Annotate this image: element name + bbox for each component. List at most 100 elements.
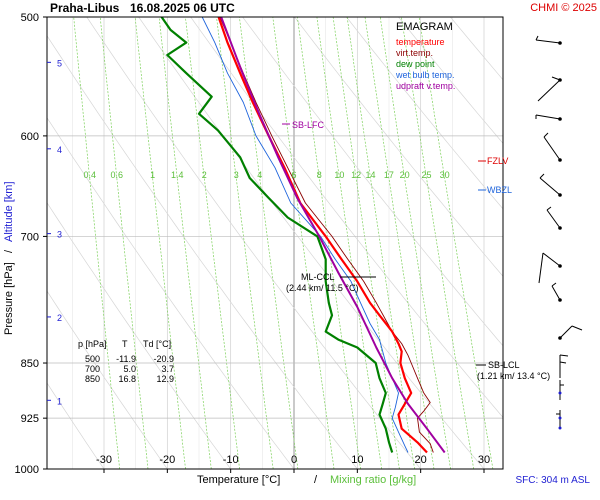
- x-tick-label: 10: [351, 454, 363, 466]
- table-cell: 500: [85, 354, 100, 364]
- x-tick-label: 30: [478, 454, 490, 466]
- mixing-ratio-line: [401, 17, 475, 469]
- wind-barb: [537, 76, 562, 102]
- wbzl-marker: WBZL: [478, 185, 512, 195]
- credit-label: CHMI © 2025: [530, 2, 597, 14]
- table-header-p: p [hPa]: [78, 339, 107, 349]
- wind-point: [558, 391, 562, 395]
- dry-adiabat-line: [501, 17, 503, 19]
- plot-frame: [46, 16, 504, 470]
- x-tick-label: 0: [291, 454, 297, 466]
- mixing-ratio-line: [73, 17, 120, 469]
- sb-lcl-detail: (1.21 km/ 13.4 °C): [477, 371, 550, 381]
- y-axis-title-sep: /: [3, 249, 15, 253]
- wbzl-label: WBZL: [487, 185, 512, 195]
- wind-barb: [551, 282, 562, 302]
- table-cell: -20.9: [153, 354, 174, 364]
- wind-barb: [559, 380, 564, 400]
- datetime-title: 16.08.2025 06 UTC: [130, 1, 235, 15]
- surface-elevation: SFC: 304 m ASL: [516, 475, 591, 486]
- fzlv-label: FZLV: [487, 156, 508, 166]
- legend-dew-point: dew point: [396, 59, 435, 69]
- table-cell: 850: [85, 374, 100, 384]
- y-axis-title-alt: Altitude [km]: [3, 181, 15, 242]
- dry-adiabat-line: [86, 17, 421, 469]
- mixing-ratio-line: [418, 17, 494, 469]
- mixing-ratio-line: [158, 17, 212, 469]
- mixing-ratio-label: 0.4: [83, 170, 96, 180]
- fzlv-marker: FZLV: [478, 156, 508, 166]
- wind-barb: [539, 173, 562, 197]
- mixing-ratio-label: 2: [202, 170, 207, 180]
- y-tick-label: 700: [21, 231, 39, 243]
- mixing-ratio-line: [272, 17, 335, 469]
- mixing-ratio-label: 10: [334, 170, 344, 180]
- x-tick-label: -30: [96, 454, 112, 466]
- dry-adiabat-line: [595, 4, 600, 469]
- wind-barb: [558, 325, 583, 340]
- mixing-ratio-line: [296, 17, 361, 469]
- plot-background: [47, 17, 503, 469]
- dry-adiabat-line: [47, 35, 358, 469]
- mixing-ratio-label: 1.4: [171, 170, 184, 180]
- mixing-ratio-label: 17: [384, 170, 394, 180]
- wind-barb-points: [558, 391, 562, 430]
- table-cell: -11.9: [116, 354, 136, 364]
- altitude-tick-label: 2: [57, 313, 62, 323]
- dew-point-profile: [160, 17, 394, 453]
- x-tick-label: -20: [159, 454, 175, 466]
- mixing-ratio-line: [134, 17, 186, 469]
- table-cell: 3.7: [161, 364, 174, 374]
- mixing-ratio-label: 1: [150, 170, 155, 180]
- chart-legend: EMAGRAM temperature virt.temp. dew point…: [395, 21, 455, 91]
- y-tick-label: 600: [21, 131, 39, 143]
- mixing-ratio-line: [379, 17, 451, 469]
- ml-ccl-detail: (2.44 km/ 11.5 °C): [286, 283, 358, 293]
- dry-adiabat-line: [294, 17, 503, 277]
- table-cell: 5.0: [123, 364, 136, 374]
- table-header-t: T: [122, 339, 128, 349]
- wind-barb: [543, 132, 562, 162]
- legend-title: EMAGRAM: [396, 21, 453, 33]
- dry-adiabat-line: [398, 17, 503, 144]
- y-tick-label: 925: [21, 413, 39, 425]
- table-cell: 12.9: [156, 374, 174, 384]
- wind-barb: [546, 206, 562, 230]
- mixing-ratio-label: 3: [234, 170, 239, 180]
- sb-lfc-marker: SB-LFC: [282, 120, 325, 130]
- mixing-ratio-line: [364, 17, 435, 469]
- wind-point: [558, 416, 562, 420]
- y-axis-title-pressure: Pressure [hPa]: [3, 262, 15, 335]
- mixing-ratio-label: 0.6: [111, 170, 124, 180]
- mixing-ratio-label: 25: [421, 170, 431, 180]
- ml-ccl-marker: ML-CCL (2.44 km/ 11.5 °C): [286, 272, 376, 293]
- legend-wet-bulb: wet bulb temp.: [395, 70, 455, 80]
- ml-ccl-label: ML-CCL: [301, 272, 335, 282]
- table-cell: 700: [85, 364, 100, 374]
- wet-bulb-profile: [201, 17, 409, 453]
- legend-virt-temp: virt.temp.: [396, 48, 433, 58]
- mixing-ratio-line: [185, 17, 240, 469]
- sb-lcl-marker: SB-LCL (1.21 km/ 13.4 °C): [476, 360, 550, 381]
- x-axis-title-temp: Temperature [°C]: [197, 474, 280, 486]
- mixing-ratio-label: 12: [351, 170, 361, 180]
- station-title: Praha-Libus: [50, 1, 120, 15]
- altitude-tick-label: 3: [57, 230, 62, 240]
- wind-barb: [559, 354, 569, 378]
- dry-adiabat-line: [47, 382, 105, 469]
- legend-parcel: udpraft v.temp.: [396, 81, 455, 91]
- dry-adiabat-line: [47, 290, 168, 469]
- mixing-ratio-label: 8: [317, 170, 322, 180]
- sb-lfc-label: SB-LFC: [292, 120, 325, 130]
- mixing-ratio-label: 4: [257, 170, 262, 180]
- mixing-ratio-label: 6: [291, 170, 296, 180]
- legend-temperature: temperature: [396, 37, 445, 47]
- x-tick-label: 20: [415, 454, 427, 466]
- mixing-ratio-line: [239, 17, 299, 469]
- wind-barb: [535, 114, 562, 121]
- parcel-updraft-profile: [220, 17, 446, 454]
- wind-point: [558, 426, 562, 430]
- mixing-ratio-line: [346, 17, 415, 469]
- dry-adiabat-line: [47, 202, 231, 469]
- y-tick-label: 500: [21, 12, 39, 24]
